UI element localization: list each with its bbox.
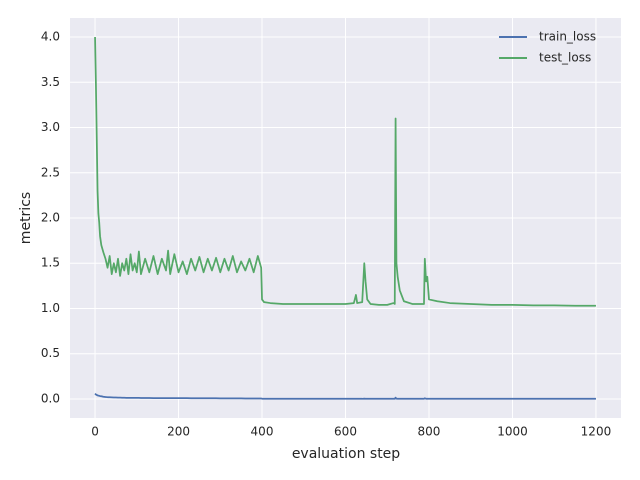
line	[94, 392, 596, 400]
x-tick-label: 600	[334, 425, 357, 439]
x-tick-label: 800	[418, 425, 441, 439]
y-tick-label: 1.0	[41, 301, 60, 315]
legend-label: test_loss	[539, 51, 591, 65]
x-axis-label: evaluation step	[292, 446, 400, 462]
y-tick-label: 2.5	[41, 165, 60, 179]
y-axis-label: metrics	[18, 192, 34, 244]
legend-label: train_loss	[539, 30, 596, 44]
y-tick-label: 4.0	[41, 30, 60, 44]
y-tick-label: 0.5	[41, 346, 60, 360]
x-tick-label: 0	[91, 425, 99, 439]
y-tick-label: 2.0	[41, 211, 60, 225]
y-tick-label: 1.5	[41, 256, 60, 270]
x-tick-label: 200	[167, 425, 190, 439]
x-tick-label: 1000	[497, 425, 528, 439]
x-tick-label: 400	[251, 425, 274, 439]
x-tick-label: 1200	[581, 425, 612, 439]
y-tick-label: 3.0	[41, 120, 60, 134]
line	[94, 36, 596, 307]
y-tick-label: 3.5	[41, 75, 60, 89]
y-tick-label: 0.0	[41, 391, 60, 405]
